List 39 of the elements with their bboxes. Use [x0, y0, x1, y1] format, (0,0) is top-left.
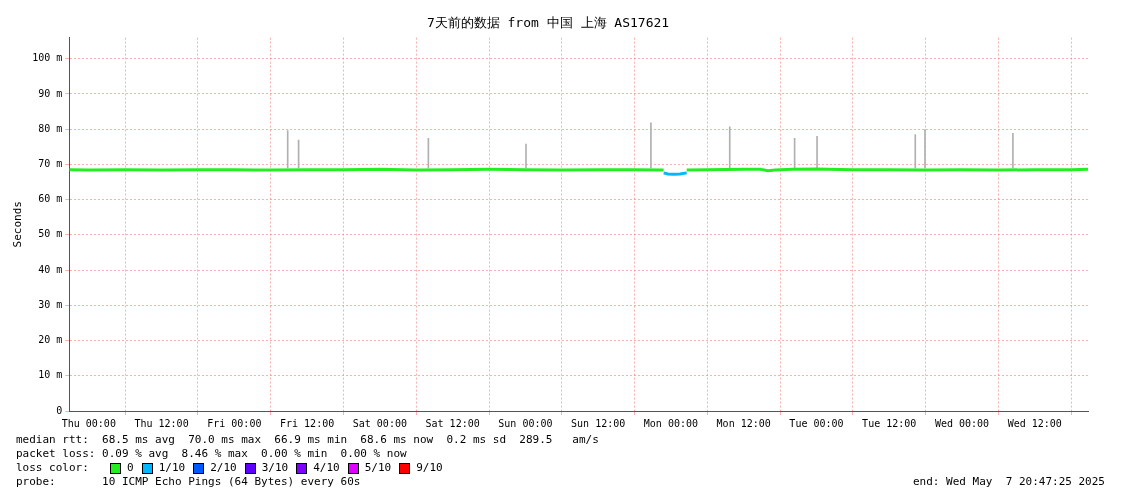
y-tick-label: 100 m	[32, 52, 63, 64]
legend-label: 2/10	[210, 461, 237, 475]
chart-title: 7天前的数据 from 中国 上海 AS17621	[426, 15, 670, 31]
x-tick-label: Tue 00:00	[789, 417, 844, 429]
y-tick-label: 10 m	[38, 369, 63, 381]
x-tick-label: Wed 12:00	[1007, 417, 1062, 429]
legend-label: 9/10	[416, 461, 443, 475]
y-tick-label: 80 m	[38, 122, 63, 134]
y-tick-label: 60 m	[38, 193, 63, 205]
y-tick-label: 70 m	[38, 158, 63, 170]
x-tick-label: Sun 00:00	[498, 417, 553, 429]
text: packet loss: 0.09 % avg 8.46 % max 0.00 % min 0.00 % now	[16, 447, 408, 461]
y-tick-label: 40 m	[38, 263, 63, 275]
y-axis-title: Seconds	[11, 201, 25, 248]
text: probe: 10 ICMP Echo Pings (64 Bytes) every 60s	[16, 475, 361, 489]
x-tick-label: Thu 00:00	[61, 417, 116, 429]
x-tick-label: Thu 12:00	[134, 417, 189, 429]
text: end: Wed May 7 20:47:25 2025	[912, 475, 1105, 489]
x-tick-label: Fri 00:00	[207, 417, 262, 429]
legend-label: 3/10	[261, 461, 289, 475]
legend-title: loss color:	[16, 461, 90, 475]
legend-label: 0	[127, 461, 134, 475]
x-tick-label: Fri 12:00	[280, 417, 335, 429]
x-tick-label: Mon 12:00	[716, 417, 771, 429]
x-tick-label: Sat 00:00	[352, 417, 407, 429]
y-tick-label: 90 m	[38, 87, 63, 99]
x-tick-label: Sun 12:00	[571, 417, 626, 429]
legend-label: 5/10	[364, 461, 392, 475]
legend-label: 4/10	[313, 461, 340, 475]
y-tick-label: 20 m	[38, 334, 63, 346]
y-tick-label: 0	[56, 404, 63, 416]
x-tick-label: Tue 12:00	[862, 417, 917, 429]
legend-label: 1/10	[158, 461, 186, 475]
y-tick-label: 30 m	[38, 298, 63, 310]
x-tick-label: Sat 12:00	[425, 417, 480, 429]
text: median rtt: 68.5 ms avg 70.0 ms max 66.9 ms min 68.6 ms now 0.2 ms sd 289.5 am/s	[16, 433, 600, 447]
x-tick-label: Wed 00:00	[934, 417, 990, 429]
x-tick-label: Mon 00:00	[643, 417, 699, 429]
y-tick-label: 50 m	[38, 228, 63, 240]
